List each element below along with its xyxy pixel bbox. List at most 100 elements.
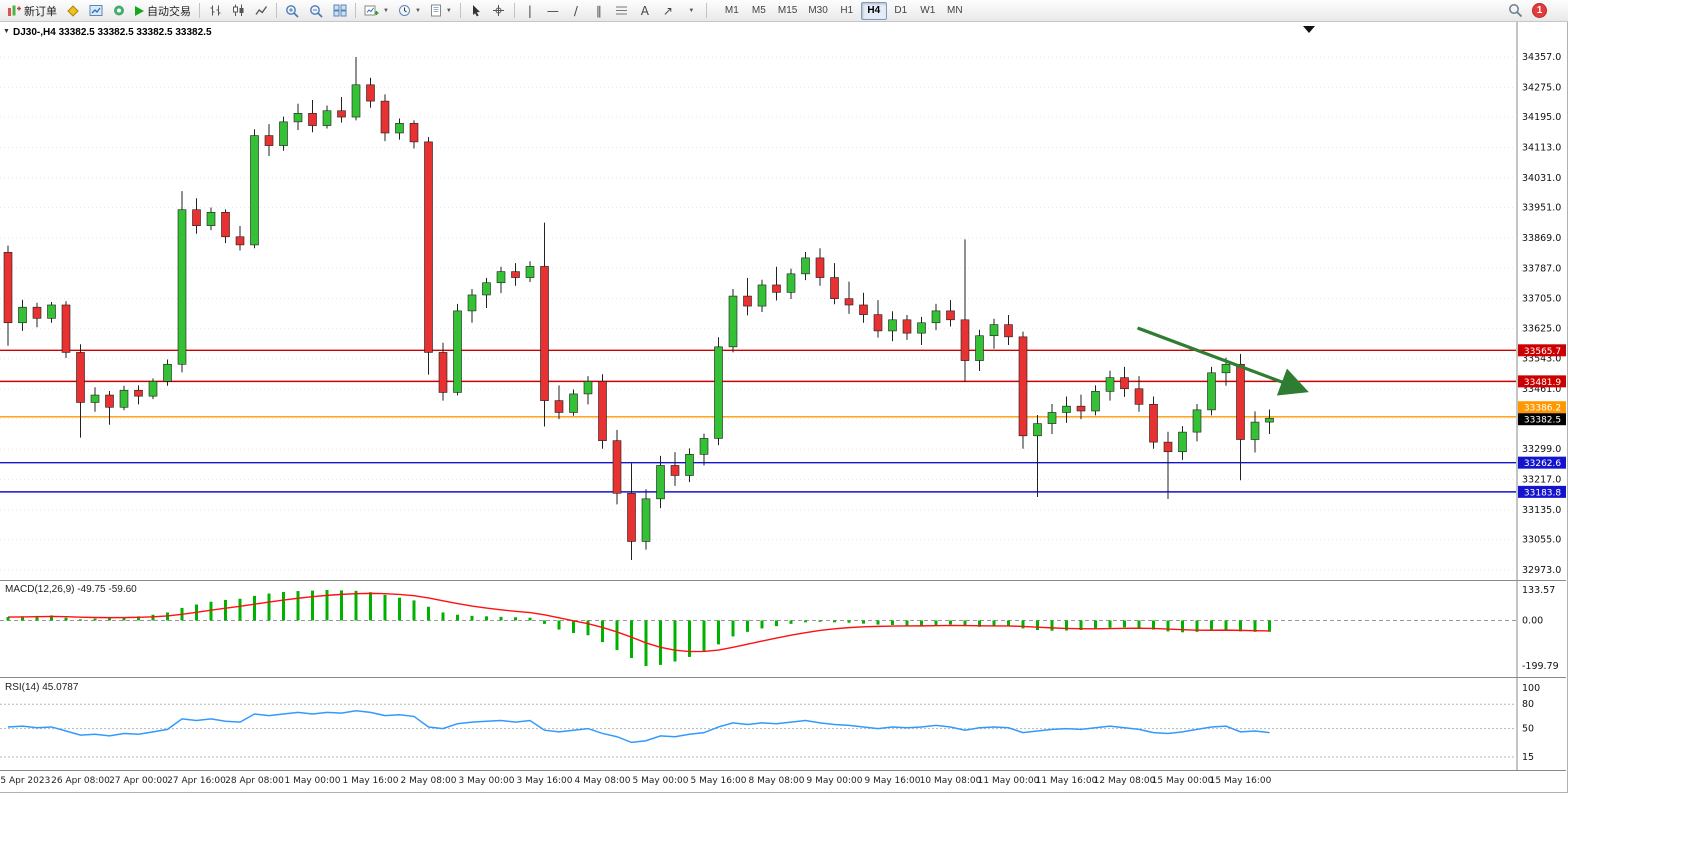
autotrading-button[interactable]: 自动交易 [131,1,195,21]
toolbar-separator [459,3,461,18]
time-axis-label: 25 Apr 2023 [0,776,50,786]
candle-body [293,113,303,123]
candle-body [192,209,201,226]
timeframe-button-h4[interactable]: H4 [860,1,887,20]
caret-down-icon: ▼ [383,7,389,14]
toolbar-separator [276,3,277,18]
channel-button[interactable]: ∥ [588,1,610,21]
rsi-line [7,709,1270,744]
candle-body [699,438,709,455]
new-chart-icon [364,5,379,16]
candle-body [177,209,187,365]
one-click-trading-arrow[interactable]: ▼ [3,28,10,35]
level-price-badge-text: 33565.7 [1524,347,1561,357]
new-order-label: 新订单 [24,5,57,18]
symbol-period-readout: DJ30-,H4 33382.5 33382.5 33382.5 33382.5 [13,27,212,38]
chart-canvas[interactable]: 34357.0 34275.0 34195.0 34113.0 34031.0 33951… [0,22,1566,792]
candle-body [1091,391,1100,412]
macd-indicator-label: MACD(12,26,9) -49.75 -59.60 [5,584,137,595]
price-tick-label: 33787.0 [1522,263,1561,274]
candle-body [1018,336,1028,437]
trendline-icon: / [573,3,578,18]
text-tool-icon: A [640,3,649,18]
candle-body [3,252,13,324]
candle-body [105,394,114,408]
crosshair-button[interactable] [488,1,510,21]
candle-body [714,346,723,439]
rsi-scale-label: 100 [1522,683,1540,694]
templates-button[interactable]: ▼ [426,1,456,21]
candle-body [134,389,143,397]
level-price-badge-text: 33481.9 [1524,378,1561,388]
new-chart-button[interactable]: ▼ [360,1,393,21]
candle-body [1105,377,1115,392]
search-icon[interactable] [1508,3,1523,18]
timeframe-button-m15[interactable]: M15 [773,2,802,20]
candle-body [380,100,390,134]
candle-body [1004,324,1013,338]
caret-down-icon: ▼ [445,7,452,14]
candle-body [946,310,955,321]
macd-scale-label: 0.00 [1522,615,1543,626]
candle-body [235,236,245,246]
data-window-button[interactable] [108,1,130,21]
periods-button[interactable]: ▼ [394,1,425,21]
new-order-button[interactable]: 新订单 [3,1,61,21]
horizontal-line-button[interactable]: — [542,1,564,21]
candle-body [47,304,56,319]
candle-body [569,393,578,413]
candle-body [1047,412,1057,424]
zoom-in-icon [286,4,299,18]
candle-body [1178,431,1187,453]
candle-body [1207,372,1216,411]
fibonacci-button[interactable] [611,1,633,21]
headset-icon [114,5,124,16]
bar-chart-button[interactable] [204,1,226,21]
candle-body [583,381,593,395]
time-axis-label: 11 May 00:00 [978,776,1040,786]
price-tick-label: 33625.0 [1522,323,1561,334]
level-price-badge [1518,344,1566,357]
time-axis-label: 26 Apr 08:00 [51,776,110,786]
toolbar-separator [513,3,515,18]
candle-body [1033,423,1042,437]
time-axis-label: 27 Apr 16:00 [167,776,226,786]
candle-body [1221,363,1231,374]
candle-body [931,310,941,324]
shapes-dropdown-button[interactable]: ▼ [680,1,702,21]
toolbar-right-group: 1 [1508,3,1547,18]
market-watch-button[interactable] [85,1,107,21]
candle-body [1192,409,1202,433]
candle-body [76,352,85,403]
time-axis-label: 15 May 00:00 [1152,776,1214,786]
notification-badge[interactable]: 1 [1532,3,1547,18]
level-price-badge [1518,401,1566,414]
timeframe-button-m30[interactable]: M30 [803,2,832,20]
timeframe-button-h1[interactable]: H1 [834,2,860,20]
text-tool-button[interactable]: A [634,1,656,21]
candle-body [61,304,71,353]
candle-body [90,394,100,403]
zoom-in-button[interactable] [281,1,304,21]
time-axis-label: 4 May 08:00 [575,776,631,786]
arrows-tool-button[interactable]: ↗ [657,1,679,21]
line-chart-button[interactable] [250,1,272,21]
candlestick-chart-button[interactable] [227,1,249,21]
timeframe-button-mn[interactable]: MN [942,2,968,20]
metaeditor-button[interactable] [62,1,84,21]
timeframe-button-w1[interactable]: W1 [915,2,941,20]
candle-body [496,271,506,284]
candle-body [1163,441,1173,453]
timeframe-button-m5[interactable]: M5 [746,2,772,20]
price-tick-label: 33217.0 [1522,475,1561,486]
vertical-line-button[interactable]: | [519,1,541,21]
trendline-button[interactable]: / [565,1,587,21]
timeframe-button-d1[interactable]: D1 [888,2,914,20]
price-tick-label: 33299.0 [1522,444,1561,455]
zoom-out-button[interactable] [305,1,328,21]
candle-body [148,381,158,397]
tile-windows-button[interactable] [329,1,351,21]
timeframe-button-m1[interactable]: M1 [719,2,745,20]
candle-body [1062,405,1071,413]
cursor-button[interactable] [465,1,487,21]
